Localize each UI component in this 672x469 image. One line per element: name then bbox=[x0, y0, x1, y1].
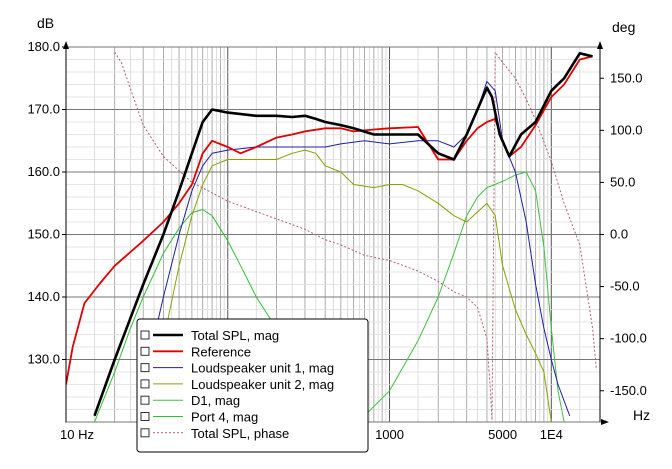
series-line-total-spl-mag bbox=[93, 52, 593, 417]
legend-checkbox bbox=[140, 379, 150, 389]
y2-tick-label: 50.0 bbox=[610, 174, 635, 189]
legend-label: Reference bbox=[191, 344, 251, 359]
legend-checkbox bbox=[140, 428, 150, 438]
y2-tick-label: -100.0 bbox=[610, 331, 647, 346]
y2-axis-arrow bbox=[597, 41, 603, 49]
y2-tick-label: 100.0 bbox=[610, 122, 643, 137]
series-line-loudspeaker-unit-2-mag bbox=[142, 149, 552, 422]
series-line-d1-mag bbox=[364, 171, 565, 422]
legend-checkbox bbox=[140, 363, 150, 373]
y-tick-label: 170.0 bbox=[27, 102, 60, 117]
x-axis-arrow bbox=[601, 419, 609, 425]
legend-label: Port 4, mag bbox=[191, 410, 258, 425]
right-axis-unit: deg bbox=[612, 19, 635, 35]
legend-checkbox bbox=[140, 330, 150, 340]
left-axis-unit: dB bbox=[37, 15, 54, 31]
legend-label: D1, mag bbox=[191, 393, 240, 408]
y2-tick-label: -150.0 bbox=[610, 383, 647, 398]
y-tick-label: 150.0 bbox=[27, 227, 60, 242]
legend-label: Loudspeaker unit 1, mag bbox=[191, 361, 334, 376]
y-tick-label: 130.0 bbox=[27, 352, 60, 367]
legend-box bbox=[136, 318, 369, 453]
series-line-loudspeaker-unit-1-mag bbox=[142, 80, 571, 416]
x-tick-label: 1E4 bbox=[540, 427, 563, 442]
y2-tick-label: -50.0 bbox=[610, 279, 640, 294]
x-axis-unit: Hz bbox=[633, 407, 650, 423]
series-line-total-spl-phase bbox=[114, 51, 597, 421]
x-tick-label: 1000 bbox=[375, 427, 404, 442]
legend-label: Loudspeaker unit 2, mag bbox=[191, 377, 334, 392]
x-tick-label: 10 Hz bbox=[60, 427, 94, 442]
axis-layer: 130.0 140.0 150.0 160.0 170.0 180.0 150.0 100.0… bbox=[27, 39, 646, 442]
y-tick-label: 180.0 bbox=[27, 39, 60, 54]
x-tick-label: 5000 bbox=[488, 427, 517, 442]
legend-checkbox bbox=[140, 412, 150, 421]
y-axis-arrow bbox=[63, 41, 69, 49]
y-tick-label: 140.0 bbox=[27, 289, 60, 304]
y-tick-label: 160.0 bbox=[27, 164, 60, 179]
legend-label: Total SPL, mag bbox=[191, 328, 279, 343]
y2-tick-label: 150.0 bbox=[610, 70, 643, 85]
series-layer bbox=[66, 51, 597, 422]
legend-label: Total SPL, phase bbox=[191, 426, 289, 441]
y2-tick-label: 0.0 bbox=[610, 227, 628, 242]
legend-checkbox bbox=[140, 395, 150, 405]
legend-checkbox bbox=[140, 346, 150, 356]
